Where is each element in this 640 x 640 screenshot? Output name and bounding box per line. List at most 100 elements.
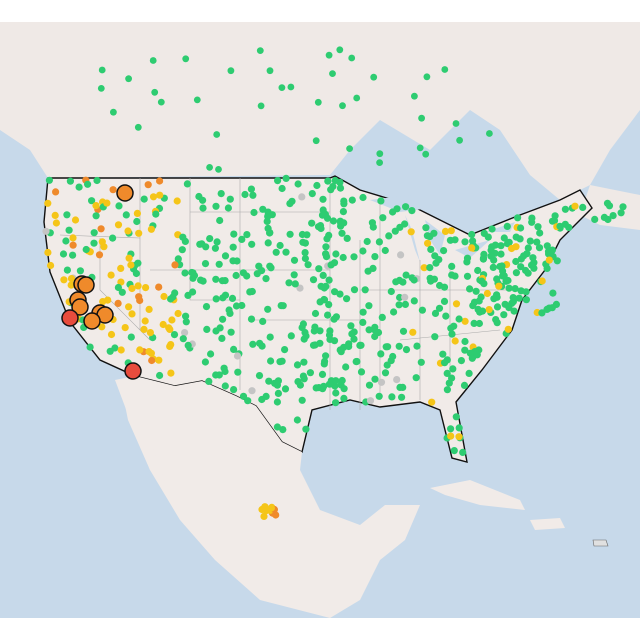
station	[359, 308, 367, 316]
station	[98, 66, 106, 74]
top-strip	[0, 0, 640, 22]
station	[463, 272, 472, 280]
station	[485, 306, 493, 314]
station	[339, 102, 346, 110]
station	[348, 54, 356, 62]
station	[65, 226, 73, 234]
station	[325, 51, 333, 59]
great-lakes	[370, 195, 515, 262]
station	[293, 361, 302, 369]
station	[133, 209, 141, 217]
station	[526, 237, 534, 245]
station	[365, 326, 373, 334]
station	[387, 287, 395, 296]
station	[174, 255, 182, 263]
station	[106, 347, 114, 355]
station	[470, 319, 478, 327]
station	[517, 224, 525, 232]
station	[99, 298, 107, 306]
station	[439, 350, 447, 358]
station	[448, 330, 456, 338]
station	[459, 448, 467, 456]
station	[205, 377, 213, 385]
station	[320, 382, 328, 390]
station	[140, 325, 148, 333]
station	[377, 197, 385, 205]
station	[497, 250, 505, 258]
station	[294, 378, 302, 386]
station	[329, 217, 338, 225]
station	[445, 379, 453, 387]
station	[267, 357, 275, 365]
station	[489, 263, 497, 271]
station	[219, 315, 227, 323]
station	[136, 346, 144, 354]
station	[247, 315, 256, 323]
station	[44, 199, 52, 207]
station	[159, 320, 167, 329]
bottom-strip	[0, 618, 640, 640]
station	[331, 288, 339, 296]
station	[47, 261, 55, 270]
station	[298, 193, 306, 201]
station	[561, 205, 570, 213]
station	[447, 227, 455, 235]
station	[350, 286, 359, 294]
station	[522, 296, 531, 304]
station	[216, 216, 224, 225]
station	[312, 137, 320, 145]
station	[125, 75, 132, 83]
station	[347, 322, 355, 330]
station	[181, 329, 189, 337]
station	[230, 230, 238, 238]
station	[408, 207, 416, 215]
station	[314, 98, 322, 106]
station	[376, 159, 383, 167]
station	[495, 282, 503, 290]
station	[69, 234, 77, 242]
station	[259, 205, 267, 213]
station	[512, 233, 520, 241]
station	[315, 265, 323, 273]
station	[553, 257, 561, 265]
station	[338, 376, 346, 385]
station	[282, 248, 290, 256]
station	[290, 271, 298, 279]
station	[128, 284, 136, 293]
station	[156, 191, 164, 199]
station	[178, 246, 186, 254]
station	[299, 320, 307, 328]
station	[259, 317, 267, 325]
station	[263, 217, 271, 225]
station	[359, 318, 367, 326]
station	[69, 251, 77, 259]
station	[265, 377, 273, 385]
station	[479, 254, 488, 262]
station	[505, 284, 513, 292]
station	[357, 341, 365, 349]
station	[196, 240, 204, 248]
station	[353, 94, 361, 102]
station	[248, 387, 256, 395]
station	[420, 264, 428, 272]
station	[278, 184, 286, 193]
station	[171, 261, 179, 269]
station	[477, 293, 485, 301]
station	[463, 258, 471, 266]
station	[179, 335, 187, 343]
station	[117, 278, 125, 286]
station	[301, 254, 309, 263]
station	[276, 241, 284, 250]
station	[266, 67, 274, 75]
station	[395, 301, 403, 309]
station	[524, 244, 532, 252]
station	[503, 222, 511, 230]
station	[503, 240, 512, 248]
station	[447, 425, 455, 433]
station	[336, 46, 344, 54]
station	[69, 241, 77, 249]
station	[272, 248, 280, 256]
station	[165, 324, 173, 332]
station	[141, 317, 149, 325]
station	[303, 231, 311, 239]
